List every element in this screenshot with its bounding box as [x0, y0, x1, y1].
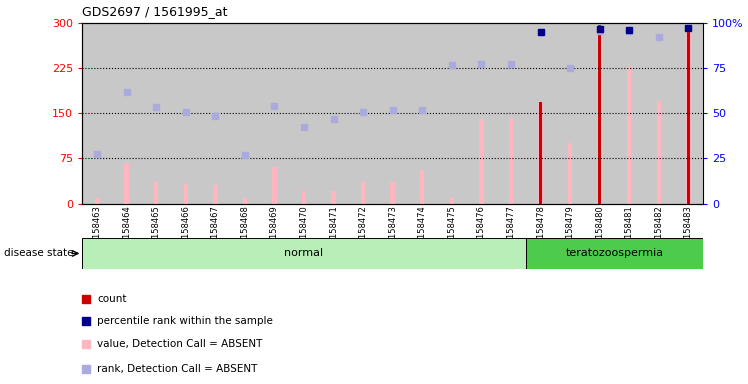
Bar — [437, 23, 467, 204]
Bar — [331, 192, 336, 204]
Bar — [361, 182, 365, 204]
Bar — [141, 23, 171, 204]
Bar — [124, 162, 129, 204]
Bar — [598, 25, 602, 204]
Text: normal: normal — [284, 248, 324, 258]
Bar — [568, 143, 572, 204]
Bar — [82, 238, 526, 269]
Bar — [378, 23, 408, 204]
Bar — [450, 197, 454, 204]
Bar — [319, 23, 349, 204]
Bar — [526, 23, 555, 204]
Bar — [154, 182, 159, 204]
Bar — [213, 185, 218, 204]
Text: disease state: disease state — [4, 248, 73, 258]
Bar — [479, 119, 484, 204]
Bar — [555, 23, 585, 204]
Bar — [390, 182, 395, 204]
Bar — [260, 23, 289, 204]
Bar — [673, 23, 703, 204]
Bar — [349, 23, 378, 204]
Bar — [183, 184, 188, 204]
Bar — [687, 25, 690, 204]
Bar — [200, 23, 230, 204]
Bar — [526, 238, 703, 269]
Bar — [539, 103, 542, 204]
Bar — [95, 197, 99, 204]
Bar — [171, 23, 200, 204]
Bar — [301, 192, 306, 204]
Text: rank, Detection Call = ABSENT: rank, Detection Call = ABSENT — [97, 364, 257, 374]
Bar — [272, 167, 277, 204]
Text: teratozoospermia: teratozoospermia — [565, 248, 663, 258]
Text: percentile rank within the sample: percentile rank within the sample — [97, 316, 273, 326]
Bar — [242, 197, 247, 204]
Bar — [614, 23, 644, 204]
Bar — [408, 23, 437, 204]
Bar — [657, 101, 661, 204]
Bar — [82, 23, 112, 204]
Bar — [585, 23, 614, 204]
Bar — [644, 23, 673, 204]
Bar — [289, 23, 319, 204]
Bar — [496, 23, 526, 204]
Text: GDS2697 / 1561995_at: GDS2697 / 1561995_at — [82, 5, 228, 18]
Bar — [598, 25, 601, 204]
Bar — [420, 170, 424, 204]
Bar — [539, 103, 543, 204]
Text: count: count — [97, 293, 126, 304]
Text: value, Detection Call = ABSENT: value, Detection Call = ABSENT — [97, 339, 263, 349]
Bar — [627, 66, 631, 204]
Bar — [112, 23, 141, 204]
Bar — [509, 118, 513, 204]
Bar — [686, 25, 690, 204]
Bar — [230, 23, 260, 204]
Bar — [467, 23, 496, 204]
